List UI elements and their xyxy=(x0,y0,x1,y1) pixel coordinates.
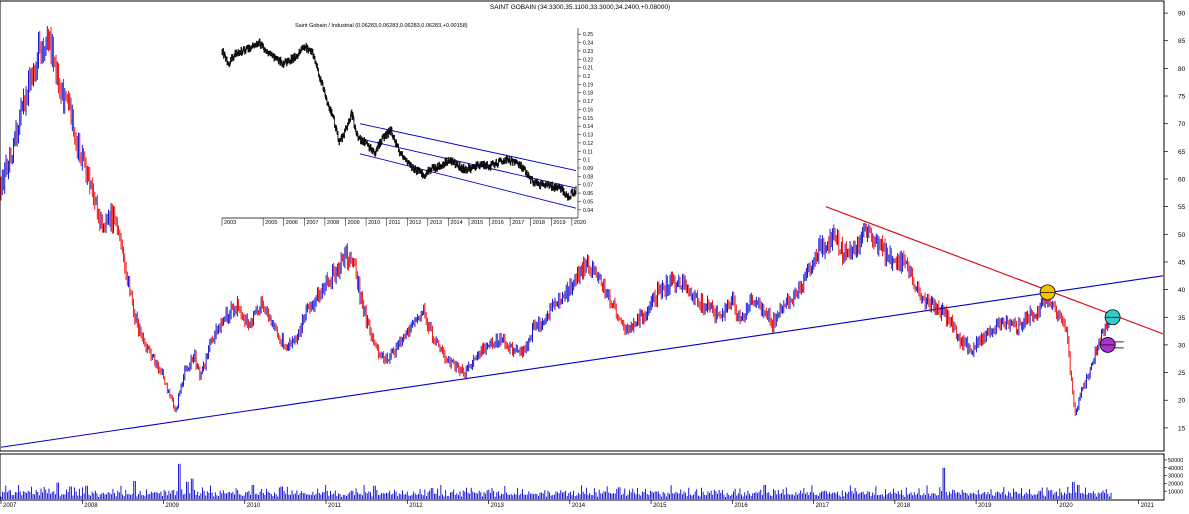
inset-y-tick-label: 0.13 xyxy=(583,133,593,139)
time-x-tick-label: 2012 xyxy=(409,503,423,509)
ratio-inset-chart: Saint Gobain / Industrial (0.06283,0.062… xyxy=(220,19,593,227)
time-x-tick-label: 2018 xyxy=(897,503,911,509)
price-y-tick-label: 80 xyxy=(1178,66,1186,73)
inset-ratio-line xyxy=(221,38,577,201)
inset-y-tick-label: 0.05 xyxy=(583,199,593,205)
inset-channel-line xyxy=(359,153,577,209)
time-x-tick-label: 2007 xyxy=(3,503,17,509)
volume-y-tick-label: 10000 xyxy=(1168,489,1183,495)
inset-x-tick-label: 2012 xyxy=(409,220,421,226)
price-y-tick-label: 45 xyxy=(1178,259,1186,266)
time-x-tick-label: 2013 xyxy=(491,503,505,509)
price-y-tick-label: 35 xyxy=(1178,315,1186,322)
inset-channel-lines xyxy=(359,123,577,209)
price-y-tick-label: 15 xyxy=(1178,425,1186,432)
time-x-tick-label: 2019 xyxy=(978,503,992,509)
support-trendline xyxy=(0,275,1164,448)
inset-x-tick-label: 2008 xyxy=(327,220,339,226)
inset-y-tick-label: 0.08 xyxy=(583,174,593,180)
time-x-tick-label: 2014 xyxy=(572,503,586,509)
volume-y-tick-label: 40000 xyxy=(1168,466,1183,472)
inset-x-tick-label: 2011 xyxy=(389,220,401,226)
inset-x-tick-label: 2015 xyxy=(471,220,483,226)
price-y-tick-label: 85 xyxy=(1178,38,1186,45)
price-y-tick-label: 25 xyxy=(1178,370,1186,377)
inset-y-tick-label: 0.21 xyxy=(583,66,593,72)
price-y-tick-label: 65 xyxy=(1178,149,1186,156)
inset-channel-line xyxy=(359,123,577,171)
time-x-tick-label: 2021 xyxy=(1141,503,1155,509)
time-x-axis: 2007 2008 2009 2010 2011 2012 2013 2014 2015 2016… xyxy=(0,500,1155,509)
inset-y-tick-label: 0.23 xyxy=(583,49,593,55)
inset-x-axis: 2003 2005 2006 2007 2008 2009 2010 2011 2012 2013… xyxy=(221,218,586,226)
marker-layer xyxy=(1039,284,1124,353)
price-y-tick-label: 75 xyxy=(1178,94,1186,101)
price-y-tick-label: 50 xyxy=(1178,232,1186,239)
volume-bars-layer xyxy=(0,463,1112,499)
price-y-tick-label: 90 xyxy=(1178,11,1186,18)
price-y-tick-label: 60 xyxy=(1178,176,1186,183)
volume-y-tick-label: 20000 xyxy=(1168,482,1183,488)
time-x-tick-label: 2016 xyxy=(734,503,748,509)
inset-y-tick-label: 0.15 xyxy=(583,116,593,122)
inset-x-tick-label: 2019 xyxy=(553,220,565,226)
volume-y-tick-label: 50000 xyxy=(1168,458,1183,464)
inset-y-tick-label: 0.07 xyxy=(583,183,593,189)
time-x-tick-label: 2015 xyxy=(653,503,667,509)
inset-x-tick-label: 2005 xyxy=(265,220,277,226)
volume-y-tick-label: 30000 xyxy=(1168,474,1183,480)
inset-background xyxy=(220,19,579,227)
time-x-tick-label: 2017 xyxy=(816,503,830,509)
time-x-tick-label: 2020 xyxy=(1059,503,1073,509)
inset-y-tick-label: 0.06 xyxy=(583,191,593,197)
time-x-tick-label: 2008 xyxy=(84,503,98,509)
inset-y-tick-label: 0.16 xyxy=(583,107,593,113)
inset-y-tick-label: 0.2 xyxy=(583,74,590,80)
inset-x-tick-label: 2009 xyxy=(347,220,359,226)
price-y-tick-label: 20 xyxy=(1178,398,1186,405)
volume-pane-frame xyxy=(0,453,1165,501)
price-y-tick-label: 55 xyxy=(1178,204,1186,211)
inset-y-tick-label: 0.09 xyxy=(583,166,593,172)
inset-x-tick-label: 2016 xyxy=(492,220,504,226)
inset-y-tick-label: 0.19 xyxy=(583,82,593,88)
inset-y-tick-label: 0.11 xyxy=(583,149,593,155)
inset-x-tick-label: 2007 xyxy=(306,220,318,226)
price-pane-frame xyxy=(0,0,1165,452)
inset-y-tick-label: 0.1 xyxy=(583,158,590,164)
price-y-tick-label: 70 xyxy=(1178,121,1186,128)
inset-y-tick-label: 0.22 xyxy=(583,57,593,63)
inset-y-tick-label: 0.17 xyxy=(583,99,593,105)
inset-x-tick-label: 2013 xyxy=(430,220,442,226)
inset-y-tick-label: 0.18 xyxy=(583,91,593,97)
inset-title: Saint Gobain / Industrial (0.06283,0.062… xyxy=(295,23,468,29)
inset-y-axis: 0.25 0.24 0.23 0.22 0.21 0.2 0.19 0.18 0.17 0.16 0… xyxy=(578,32,593,214)
inset-y-tick-label: 0.04 xyxy=(583,208,593,214)
inset-x-tick-label: 2006 xyxy=(286,220,298,226)
price-y-tick-label: 30 xyxy=(1178,342,1186,349)
inset-x-tick-label: 2003 xyxy=(224,220,236,226)
inset-channel-line xyxy=(359,138,577,189)
price-y-tick-label: 40 xyxy=(1178,287,1186,294)
inset-x-tick-label: 2018 xyxy=(533,220,545,226)
inset-x-tick-label: 2014 xyxy=(450,220,462,226)
chart-title: SAINT GOBAIN (34.3300,35.1100,33.3000,34… xyxy=(490,4,670,11)
price-y-axis: 15 20 25 30 35 40 45 50 55 60 65 70 75 80 85 90 xyxy=(1164,11,1186,432)
inset-y-tick-label: 0.24 xyxy=(583,41,593,47)
price-bars-layer xyxy=(0,25,1111,417)
inset-y-tick-label: 0.14 xyxy=(583,124,593,130)
inset-x-tick-label: 2017 xyxy=(512,220,524,226)
inset-y-tick-label: 0.12 xyxy=(583,141,593,147)
inset-x-tick-label: 2020 xyxy=(574,220,586,226)
time-x-tick-label: 2009 xyxy=(166,503,180,509)
time-x-tick-label: 2011 xyxy=(328,503,342,509)
inset-x-tick-label: 2010 xyxy=(368,220,380,226)
support-trendline-layer xyxy=(0,275,1164,448)
time-x-tick-label: 2010 xyxy=(247,503,261,509)
inset-y-tick-label: 0.25 xyxy=(583,32,593,38)
